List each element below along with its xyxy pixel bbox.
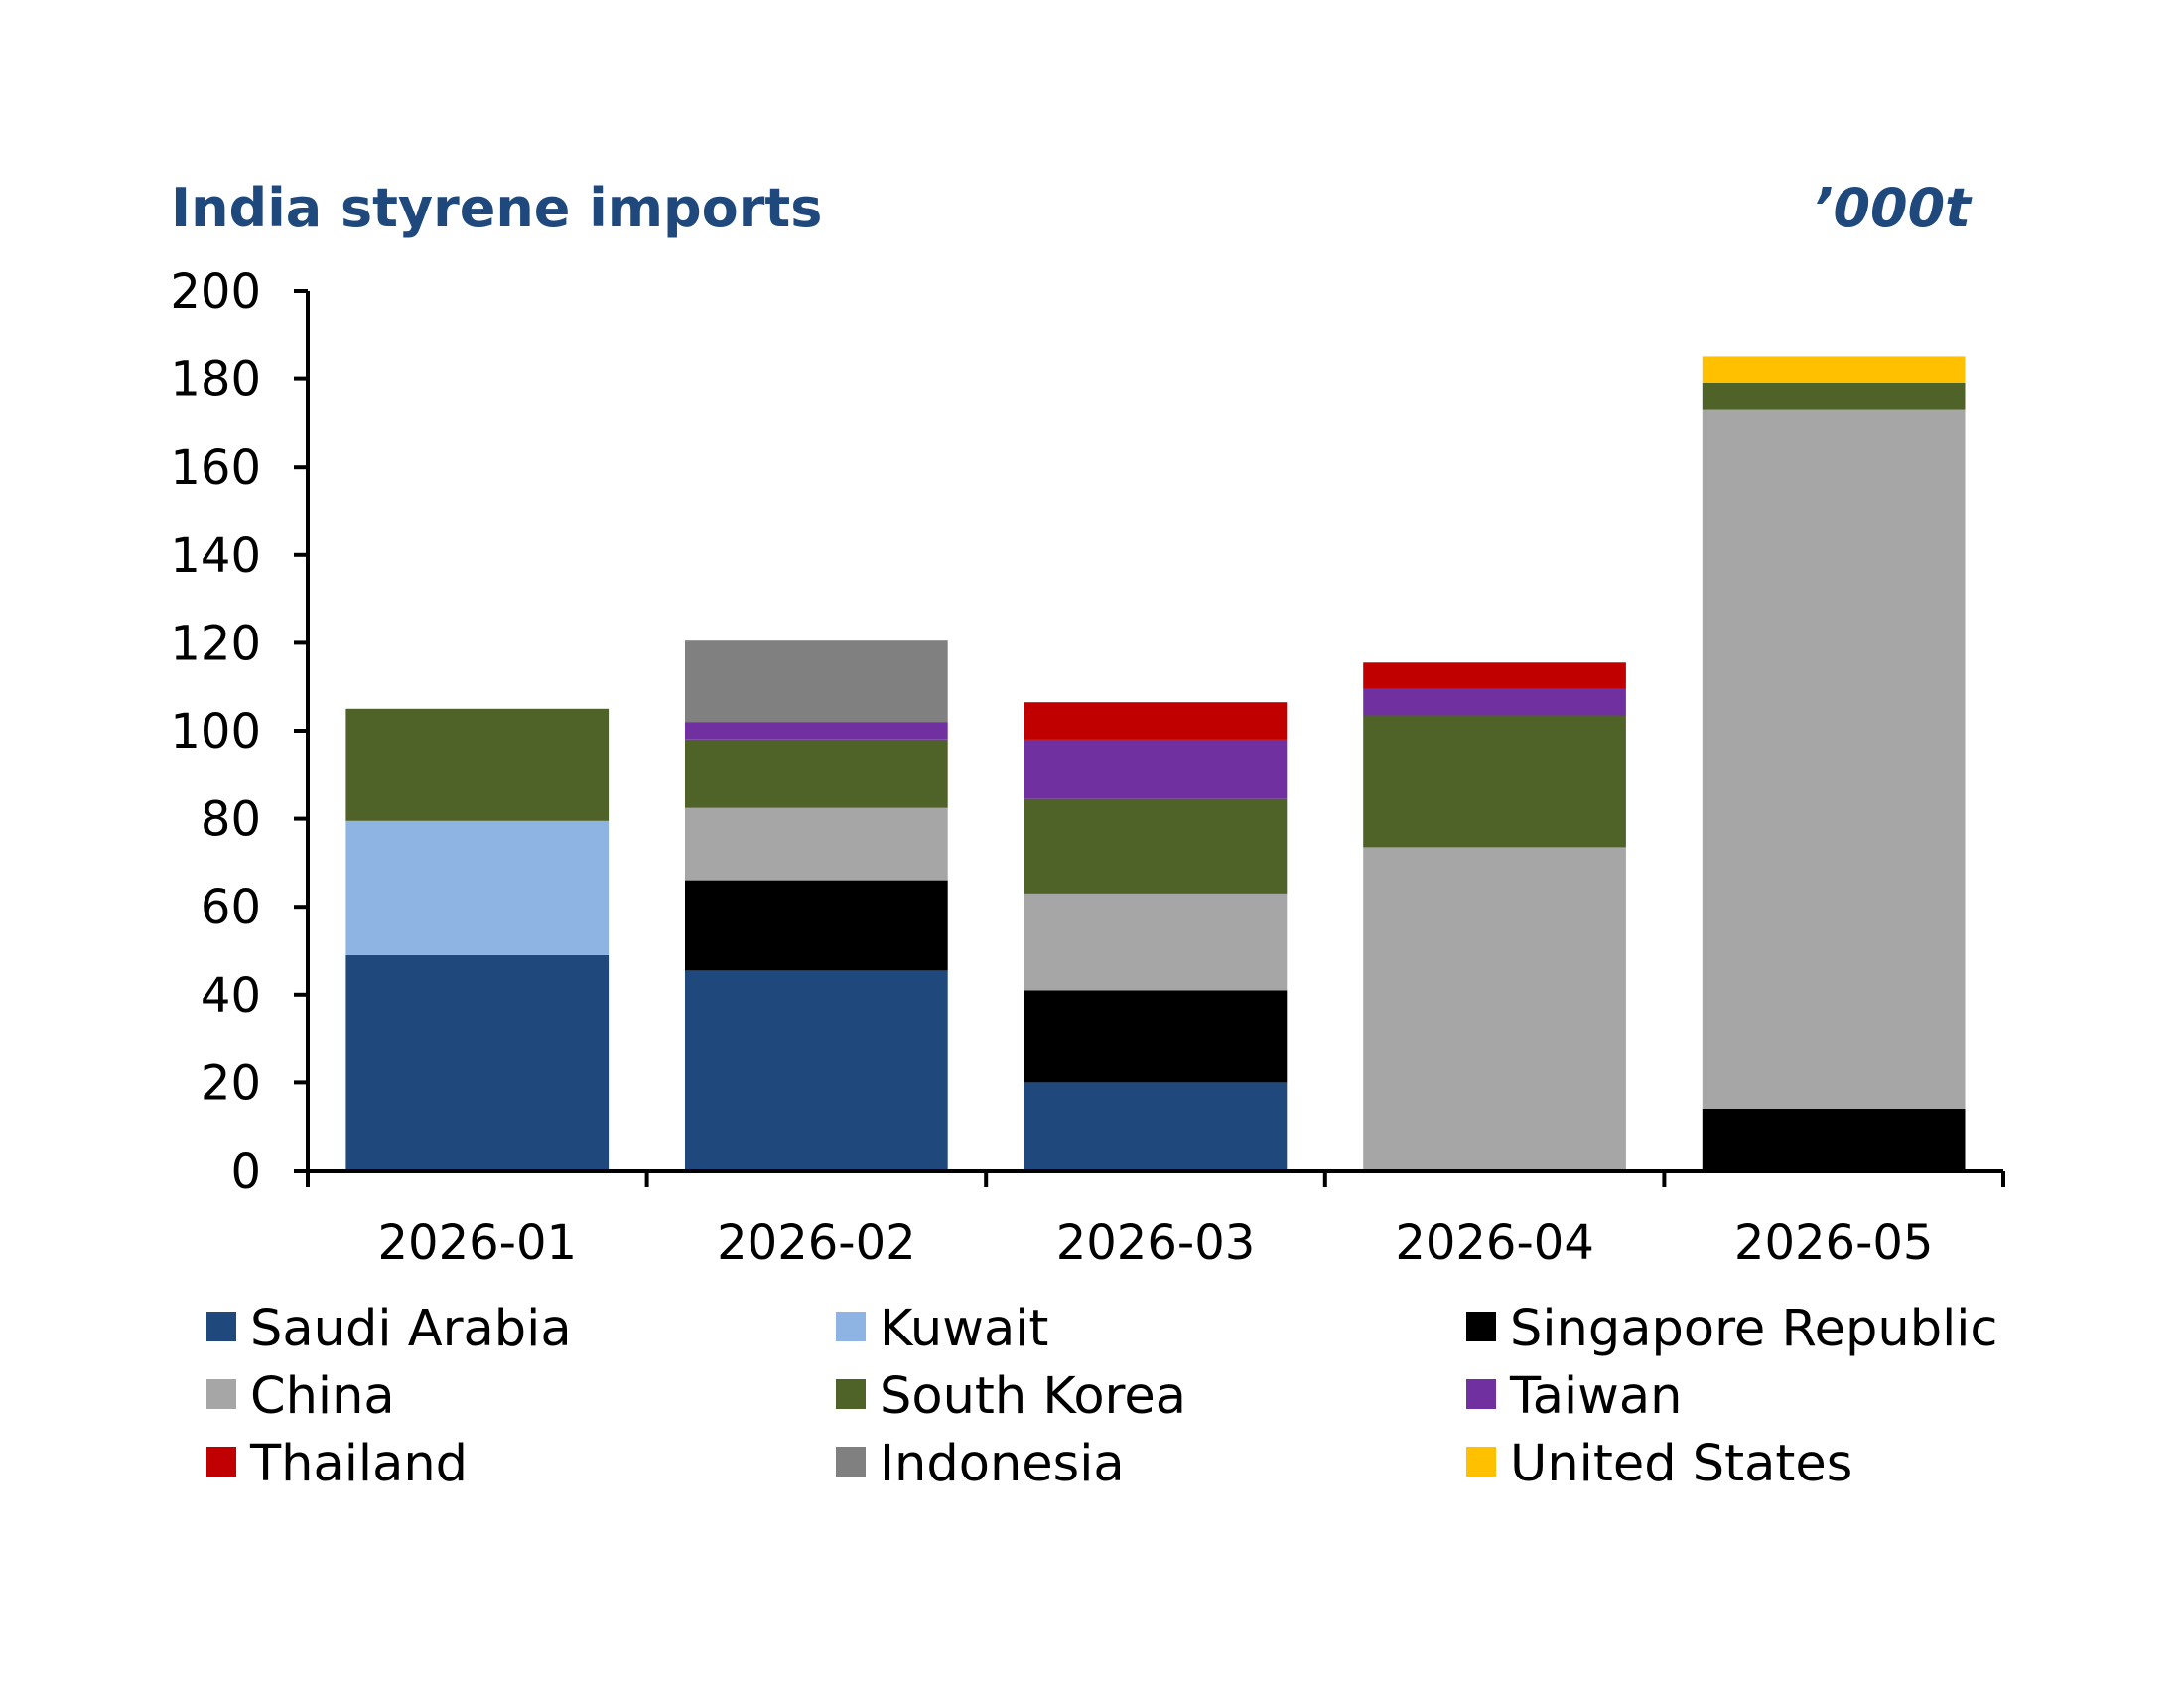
bar-2026-05-singapore-republic — [1702, 1109, 1966, 1171]
legend-swatch-singapore-republic — [1466, 1312, 1496, 1341]
bar-2026-03-south-korea — [1024, 798, 1288, 894]
y-tick-label: 20 — [201, 1055, 261, 1111]
bars-group — [345, 356, 1966, 1171]
y-tick-label: 40 — [201, 968, 261, 1024]
bar-2026-02-indonesia — [685, 640, 948, 723]
legend-label-south-korea: South Korea — [880, 1367, 1186, 1426]
legend-label-singapore-republic: Singapore Republic — [1510, 1300, 1997, 1358]
x-tick-label: 2026-03 — [1056, 1215, 1256, 1271]
bar-2026-05-south-korea — [1702, 383, 1966, 410]
y-tick-label: 0 — [230, 1144, 261, 1199]
bar-2026-03-taiwan — [1024, 739, 1288, 799]
bar-2026-04-south-korea — [1363, 715, 1626, 848]
bar-2026-04-china — [1363, 847, 1626, 1171]
bar-2026-02-saudi-arabia — [685, 970, 948, 1171]
y-tick-label: 80 — [201, 792, 261, 848]
y-tick-label: 180 — [170, 352, 261, 408]
legend-swatch-kuwait — [836, 1312, 866, 1341]
y-ticks-group: 0 20 40 60 80 100 120 140 160 180 200 — [170, 264, 308, 1199]
bar-2026-03-singapore-republic — [1024, 990, 1288, 1083]
y-tick-label: 160 — [170, 440, 261, 495]
legend-swatch-united-states — [1466, 1447, 1496, 1477]
x-tick-label: 2026-02 — [717, 1215, 916, 1271]
bar-2026-05-united-states — [1702, 356, 1966, 383]
x-ticks-group: 2026-01 2026-02 2026-03 2026-04 2026-05 — [306, 1171, 2005, 1271]
bar-2026-02-taiwan — [685, 722, 948, 740]
bar-2026-02-china — [685, 807, 948, 881]
legend-swatch-indonesia — [836, 1447, 866, 1477]
bar-2026-05-china — [1702, 409, 1966, 1110]
legend-label-taiwan: Taiwan — [1509, 1367, 1682, 1426]
legend-swatch-taiwan — [1466, 1379, 1496, 1409]
y-tick-label: 60 — [201, 880, 261, 935]
y-tick-label: 120 — [170, 616, 261, 671]
legend-swatch-thailand — [206, 1447, 236, 1477]
bar-2026-01-kuwait — [345, 820, 610, 955]
legend: Saudi Arabia Kuwait Singapore Republic Chin… — [206, 1300, 1997, 1493]
legend-swatch-south-korea — [836, 1379, 866, 1409]
x-tick-label: 2026-04 — [1395, 1215, 1594, 1271]
chart-title: India styrene imports — [171, 177, 822, 239]
legend-swatch-china — [206, 1379, 236, 1409]
bar-2026-04-thailand — [1363, 662, 1626, 689]
y-tick-label: 140 — [170, 528, 261, 584]
unit-label: ’000t — [1813, 177, 1973, 239]
bar-2026-01-south-korea — [345, 708, 610, 821]
bar-2026-02-singapore-republic — [685, 880, 948, 971]
bar-2026-03-china — [1024, 893, 1288, 991]
bar-2026-02-south-korea — [685, 739, 948, 808]
bar-2026-03-saudi-arabia — [1024, 1082, 1288, 1171]
bar-2026-03-thailand — [1024, 702, 1288, 740]
y-tick-label: 100 — [170, 704, 261, 760]
bar-2026-04-taiwan — [1363, 688, 1626, 716]
y-tick-label: 200 — [170, 264, 261, 320]
x-tick-label: 2026-01 — [378, 1215, 578, 1271]
legend-label-saudi-arabia: Saudi Arabia — [250, 1300, 572, 1358]
legend-label-china: China — [250, 1367, 395, 1426]
legend-label-united-states: United States — [1510, 1435, 1852, 1493]
legend-label-kuwait: Kuwait — [880, 1300, 1048, 1358]
legend-swatch-saudi-arabia — [206, 1312, 236, 1341]
legend-label-thailand: Thailand — [249, 1435, 468, 1493]
bar-2026-01-saudi-arabia — [345, 954, 610, 1171]
x-tick-label: 2026-05 — [1734, 1215, 1934, 1271]
legend-label-indonesia: Indonesia — [880, 1435, 1125, 1493]
